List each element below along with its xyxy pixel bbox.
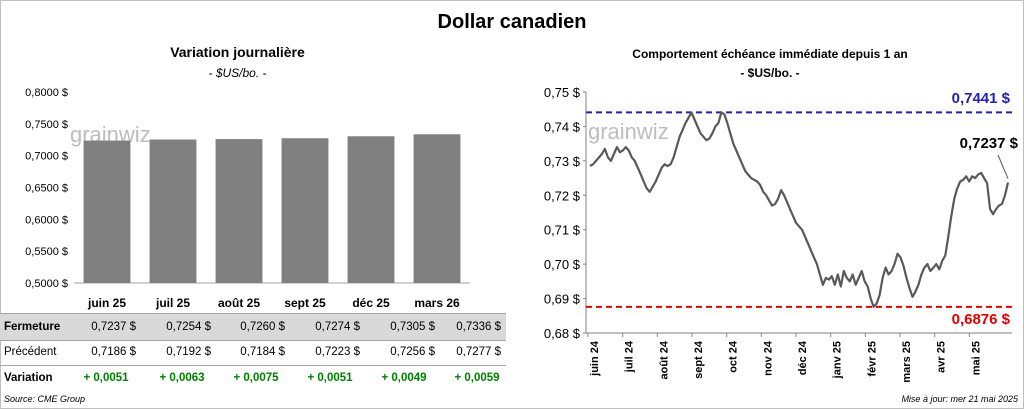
variation-cell: + 0,0075 (233, 372, 279, 384)
right-x-tick-label: mars 25 (901, 341, 913, 383)
left-x-axis: juin 25 juil 25 août 25 sept 25 déc 25 mars 2… (87, 296, 460, 310)
right-x-tick-label: janv 25 (832, 341, 844, 379)
left-y-tick-label: 0,8000 $ (25, 87, 68, 99)
bar (347, 136, 395, 283)
right-x-tick-label: oct 24 (728, 340, 740, 373)
source-note: Source: CME Group (4, 394, 86, 404)
price-series-line (589, 111, 1010, 308)
fermeture-cell: 0,7305 $ (390, 321, 435, 333)
variation-cell: + 0,0059 (454, 372, 500, 384)
right-y-tick-label: 0,71 $ (544, 223, 581, 238)
left-y-tick-label: 0,6000 $ (25, 214, 68, 226)
left-x-tick-label: juin 25 (87, 296, 126, 310)
right-watermark: grainwiz (588, 119, 669, 144)
precedent-cell: 0,7192 $ (166, 346, 211, 358)
right-chart-title: Comportement échéance immédiate depuis 1… (632, 47, 908, 61)
fermeture-cell: 0,7260 $ (240, 321, 285, 333)
high-value-label: 0,7441 $ (951, 90, 1010, 107)
variation-cell: + 0,0051 (83, 372, 129, 384)
fermeture-cell: 0,7336 $ (456, 321, 501, 333)
left-y-tick-label: 0,7000 $ (25, 151, 68, 163)
right-x-tick-label: déc 24 (797, 340, 809, 375)
precedent-cell: 0,7223 $ (315, 346, 360, 358)
bar (281, 138, 329, 283)
page-title: Dollar canadien (437, 11, 587, 33)
left-y-axis: 0,8000 $ 0,7500 $ 0,7000 $ 0,6500 $ 0,6000 $… (25, 87, 470, 290)
left-y-tick-label: 0,7500 $ (25, 119, 68, 131)
last-value-leader (997, 154, 1009, 179)
right-x-tick-label: juin 24 (589, 340, 601, 377)
last-value-label: 0,7237 $ (959, 135, 1018, 152)
variation-label: Variation (4, 372, 53, 384)
right-x-tick-label: avr 25 (936, 341, 948, 373)
table-row-precedent: Précédent 0,7186 $ 0,7192 $ 0,7184 $ 0,7… (0, 339, 506, 366)
bar (83, 140, 131, 283)
right-y-tick-label: 0,73 $ (544, 154, 581, 169)
right-y-tick-label: 0,68 $ (544, 326, 581, 341)
precedent-cell: 0,7256 $ (390, 346, 435, 358)
left-x-tick-label: août 25 (218, 296, 260, 310)
right-x-axis: juin 24 juil 24 août 24 sept 24 oct 24 nov 24… (587, 333, 982, 383)
right-y-tick-label: 0,72 $ (544, 188, 581, 203)
left-y-tick-label: 0,5000 $ (25, 278, 68, 290)
left-x-tick-label: déc 25 (352, 296, 390, 310)
right-y-tick-label: 0,75 $ (544, 85, 581, 100)
left-x-tick-label: mars 26 (414, 296, 460, 310)
right-chart-subtitle: - $US/bo. - (740, 66, 800, 80)
right-x-tick-label: sept 24 (693, 340, 705, 379)
update-note: Mise à jour: mer 21 mai 2025 (901, 394, 1018, 404)
variation-cell: + 0,0063 (159, 372, 205, 384)
right-y-tick-label: 0,69 $ (544, 292, 581, 307)
left-x-tick-label: sept 25 (284, 296, 326, 310)
left-chart-subtitle: - $US/bo. - (208, 66, 267, 80)
left-y-tick-label: 0,6500 $ (25, 183, 68, 195)
right-y-tick-label: 0,70 $ (544, 257, 581, 272)
variation-cell: + 0,0049 (381, 372, 427, 384)
right-x-tick-label: juil 24 (624, 340, 636, 373)
bar (215, 139, 263, 283)
right-x-tick-label: août 24 (658, 340, 670, 379)
fermeture-cell: 0,7274 $ (315, 321, 360, 333)
fermeture-cell: 0,7254 $ (166, 321, 211, 333)
bar (413, 134, 461, 283)
right-x-tick-label: mai 25 (970, 341, 982, 375)
fermeture-cell: 0,7237 $ (91, 321, 136, 333)
left-y-tick-label: 0,5500 $ (25, 246, 68, 258)
right-y-axis: 0,75 $ 0,74 $ 0,73 $ 0,72 $ 0,71 $ 0,70 $ 0,69… (544, 85, 1012, 341)
left-x-tick-label: juil 25 (155, 296, 190, 310)
fermeture-label: Fermeture (4, 321, 61, 333)
low-value-label: 0,6876 $ (951, 311, 1010, 328)
right-x-tick-label: févr 25 (866, 341, 878, 376)
right-y-tick-label: 0,74 $ (544, 119, 581, 134)
precedent-label: Précédent (4, 346, 57, 358)
right-x-tick-label: nov 24 (762, 340, 774, 376)
right-reference-lines (586, 111, 1012, 308)
table-row-variation: Variation + 0,0051 + 0,0063 + 0,0075 + 0… (0, 365, 506, 391)
table-row-fermeture: Fermeture 0,7237 $ 0,7254 $ 0,7260 $ 0,7… (0, 313, 506, 341)
variation-cell: + 0,0051 (307, 372, 353, 384)
precedent-cell: 0,7186 $ (91, 346, 136, 358)
precedent-cell: 0,7184 $ (240, 346, 285, 358)
bar (149, 139, 197, 283)
left-chart-title: Variation journalière (170, 44, 305, 60)
left-bars (83, 134, 461, 283)
precedent-cell: 0,7277 $ (456, 346, 501, 358)
right-price-line (589, 111, 1010, 308)
